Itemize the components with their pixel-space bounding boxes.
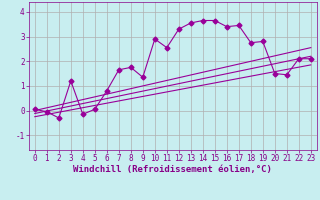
X-axis label: Windchill (Refroidissement éolien,°C): Windchill (Refroidissement éolien,°C) [73,165,272,174]
